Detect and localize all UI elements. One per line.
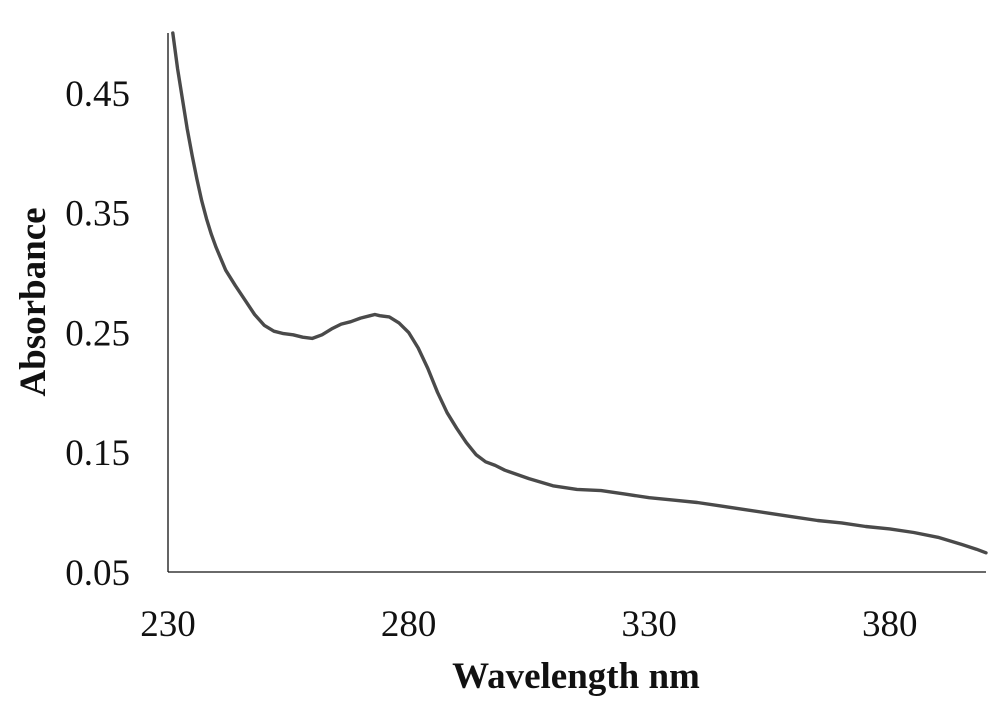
series-group <box>171 31 988 555</box>
y-tick-labels: 0.05 0.15 0.25 0.35 0.45 <box>65 74 130 594</box>
series-line-1 <box>171 31 988 555</box>
x-tick-label: 230 <box>140 604 196 645</box>
x-tick-label: 330 <box>621 604 677 645</box>
x-tick-label: 280 <box>381 604 437 645</box>
y-tick-label: 0.35 <box>65 194 130 235</box>
y-tick-label: 0.15 <box>65 433 130 474</box>
x-tick-label: 380 <box>862 604 918 645</box>
x-tick-labels: 230 280 330 380 <box>140 604 917 645</box>
y-tick-label: 0.45 <box>65 74 130 115</box>
y-axis-title: Absorbance <box>13 207 54 396</box>
y-tick-label: 0.05 <box>65 553 130 594</box>
y-tick-label: 0.25 <box>65 313 130 354</box>
x-axis-title: Wavelength nm <box>452 656 700 697</box>
